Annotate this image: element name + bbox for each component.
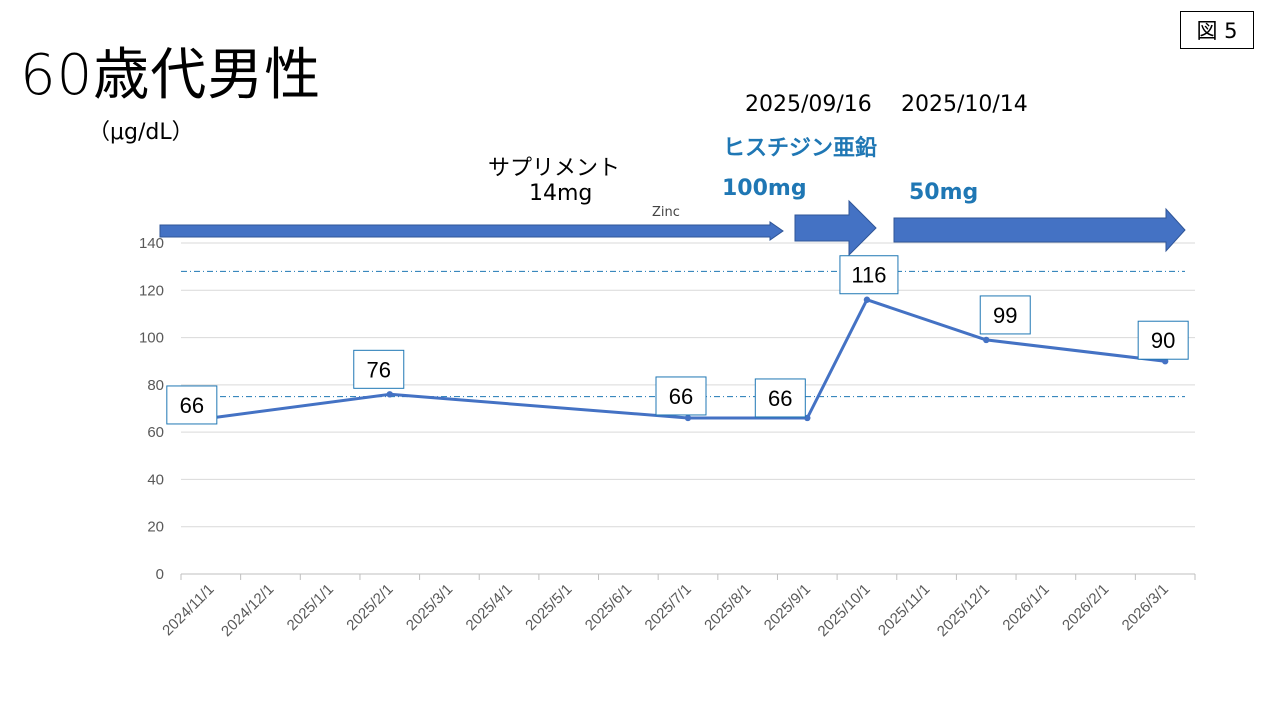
x-tick-label: 2025/7/1 <box>642 581 695 634</box>
data-label-box <box>353 349 405 389</box>
y-tick-label: 100 <box>139 330 164 347</box>
x-tick-label: 2025/8/1 <box>701 581 754 634</box>
y-axis-ticks: 0 20 40 60 80 100 120 140 <box>139 235 164 583</box>
unit-label: （μg/dL） <box>88 120 194 145</box>
reference-lines <box>181 270 1185 398</box>
y-tick-label: 140 <box>139 235 164 252</box>
x-tick-label: 2025/9/1 <box>761 581 814 634</box>
x-tick-label: 2025/1/1 <box>284 581 337 634</box>
x-tick-label: 2025/6/1 <box>582 581 635 634</box>
data-point <box>983 336 990 344</box>
histidine-100mg-arrow <box>794 199 877 257</box>
y-tick-label: 0 <box>156 566 164 583</box>
figure-label: 図 5 <box>1180 11 1254 49</box>
x-axis-ticks: 2024/11/1 2024/12/1 2025/1/1 2025/2/1 2025/3… <box>159 574 1196 640</box>
data-label: 66 <box>768 386 792 411</box>
y-tick-label: 60 <box>147 424 164 441</box>
x-tick-label: 2026/2/1 <box>1059 581 1112 634</box>
data-labels: 66 76 66 66 116 99 90 <box>166 255 1189 425</box>
y-tick-label: 40 <box>147 471 164 488</box>
data-label-box <box>655 376 707 416</box>
y-tick-label: 80 <box>147 377 164 394</box>
histidine-start-date: 2025/09/16 <box>745 92 872 117</box>
data-label-box <box>1137 320 1189 360</box>
drug-name: ヒスチジン亜鉛 <box>723 136 878 161</box>
x-tick-label: 2025/5/1 <box>522 581 575 634</box>
data-label-box <box>979 295 1031 335</box>
x-tick-label: 2025/4/1 <box>463 581 516 634</box>
x-tick-label: 2026/3/1 <box>1119 581 1172 634</box>
dose-change-date: 2025/10/14 <box>901 92 1028 117</box>
treatment-arrows <box>159 199 1186 257</box>
data-label: 66 <box>180 393 204 418</box>
x-tick-label: 2024/11/1 <box>159 581 217 639</box>
supplement-arrow <box>159 221 784 241</box>
dose-50mg-label: 50mg <box>909 180 979 205</box>
data-label: 99 <box>993 303 1017 328</box>
x-tick-label: 2025/2/1 <box>343 581 396 634</box>
x-tick-label: 2026/1/1 <box>999 581 1052 634</box>
x-tick-label: 2025/12/1 <box>934 581 993 640</box>
histidine-50mg-arrow <box>893 207 1186 253</box>
supplement-dose: 14mg <box>529 181 593 206</box>
dose-100mg-label: 100mg <box>722 176 807 201</box>
data-label-box <box>754 378 806 418</box>
y-tick-label: 120 <box>139 282 164 299</box>
data-point <box>684 414 692 422</box>
x-tick-label: 2025/11/1 <box>875 581 933 639</box>
supplement-label: サプリメント <box>488 156 621 181</box>
series-name-label: Zinc <box>652 205 680 220</box>
x-tick-label: 2025/10/1 <box>815 581 874 640</box>
data-label: 116 <box>851 263 886 288</box>
y-tick-label: 20 <box>147 519 164 536</box>
data-point <box>386 391 393 398</box>
data-label: 90 <box>1151 328 1175 353</box>
data-label-box <box>839 255 899 295</box>
data-point <box>863 296 871 303</box>
x-tick-label: 2025/3/1 <box>403 581 456 634</box>
page-title: 60歳代男性 <box>20 43 322 108</box>
data-label: 66 <box>669 384 693 409</box>
data-label-box <box>166 385 218 425</box>
x-tick-label: 2024/12/1 <box>218 581 277 640</box>
data-label: 76 <box>367 357 391 382</box>
